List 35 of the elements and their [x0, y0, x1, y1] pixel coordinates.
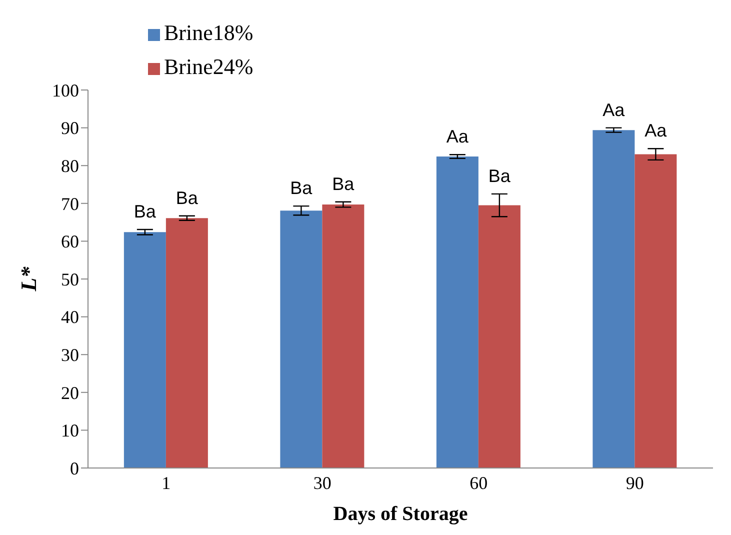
- y-tick-label: 90: [61, 118, 79, 138]
- bar: [436, 156, 478, 468]
- data-label: Aa: [446, 126, 470, 147]
- bar: [124, 232, 166, 468]
- data-label: Ba: [176, 188, 199, 208]
- data-label: Ba: [488, 166, 512, 186]
- y-tick-label: 70: [61, 194, 79, 214]
- data-label: Ba: [134, 201, 157, 222]
- bar: [322, 204, 364, 468]
- x-axis-title: Days of Storage: [333, 503, 468, 525]
- data-label: Aa: [644, 120, 668, 141]
- bar: [478, 205, 520, 468]
- x-tick-label: 30: [313, 472, 332, 493]
- data-label: Ba: [332, 174, 356, 194]
- data-label: Aa: [602, 100, 626, 120]
- bar: [634, 154, 677, 468]
- bar: [592, 130, 635, 468]
- y-tick-label: 100: [52, 80, 79, 100]
- bar: [280, 210, 322, 468]
- y-tick-label: 40: [61, 307, 79, 328]
- y-tick-label: 30: [61, 344, 79, 365]
- y-tick-label: 20: [61, 382, 79, 403]
- legend-label: Brine18%: [164, 20, 254, 45]
- x-tick-label: 60: [470, 472, 488, 493]
- y-tick-label: 10: [61, 420, 79, 441]
- y-tick-label: 0: [70, 458, 79, 478]
- x-tick-label: 90: [626, 472, 644, 493]
- y-tick-label: 80: [61, 156, 79, 176]
- legend-label: Brine24%: [164, 54, 254, 79]
- x-tick-label: 1: [162, 472, 171, 493]
- data-label: Ba: [290, 178, 314, 198]
- y-axis-title: L*: [16, 266, 41, 292]
- y-tick-label: 50: [61, 269, 79, 290]
- y-tick-label: 60: [61, 232, 79, 252]
- bar: [166, 218, 208, 468]
